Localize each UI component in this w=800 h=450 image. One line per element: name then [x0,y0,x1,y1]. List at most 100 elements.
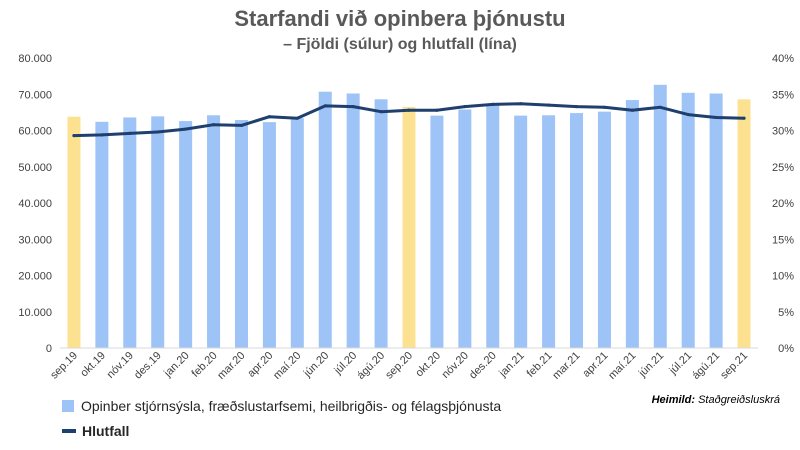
bar [430,115,444,348]
line-point [184,127,188,131]
line-point [686,112,690,117]
bar [625,100,639,348]
x-tick-label: ágú.21 [690,350,722,382]
bar [681,92,695,348]
line-point [128,131,132,135]
y-right-tick-label: 0% [778,343,794,355]
bar [653,84,667,348]
source-text: Staðgreiðsluskrá [698,394,780,406]
x-tick-label: apr.21 [580,350,610,380]
bar [570,113,584,348]
bar [67,116,81,348]
y-left-tick-label: 50.000 [18,162,52,174]
x-tick-label: ágú.20 [355,350,387,382]
legend-swatch-line [62,429,76,433]
line-point [407,108,411,112]
x-tick-label: sep.19 [48,350,80,382]
y-right-tick-label: 20% [772,198,794,210]
line-point [463,104,467,109]
bar [179,121,193,348]
x-tick-label: des.19 [132,350,164,382]
bar [95,121,109,348]
bar [207,115,221,349]
y-left-tick-label: 10.000 [18,307,52,319]
y-left-tick-label: 30.000 [18,234,52,246]
legend-item-bars: Opinber stjórnsýsla, fræðslustarfsemi, h… [62,398,501,414]
y-right-tick-label: 5% [778,307,794,319]
x-tick-label: jún.21 [636,350,666,380]
bar [514,115,528,348]
line-point [239,123,244,128]
line-point [100,133,104,137]
x-tick-label: jún.20 [301,350,331,380]
x-tick-label: des.20 [467,350,499,382]
line-point [323,104,327,108]
y-right-tick-label: 15% [772,234,794,246]
x-tick-label: mar.21 [550,350,582,382]
y-right-tick-label: 10% [772,271,794,283]
line-point [379,110,383,114]
bar [486,105,500,348]
legend-label-bars: Opinber stjórnsýsla, fræðslustarfsemi, h… [81,398,502,414]
x-tick-label: jan.21 [496,350,526,380]
line-point [267,115,271,119]
legend-swatch-bar [62,400,74,412]
line-point [491,102,495,106]
x-tick-label: sep.21 [718,350,750,382]
line-point [602,105,607,109]
x-tick-label: feb.20 [190,350,220,380]
x-tick-label: nóv.19 [105,350,136,381]
bar [346,93,360,349]
line-point [156,130,160,134]
line-point [742,116,746,120]
x-tick-label: okt.20 [413,350,443,380]
bar [597,111,611,349]
y-left-tick-label: 20.000 [18,271,52,283]
x-tick-label: okt.19 [78,350,108,380]
x-tick-label: jan.20 [161,350,191,380]
line-point [519,102,523,106]
source-note: Heimild: Staðgreiðsluskrá [652,394,780,406]
x-tick-label: maí.20 [271,350,303,382]
bar [234,119,248,348]
y-left-tick-label: 80.000 [18,53,52,65]
source-label: Heimild: [651,394,695,406]
y-left-tick-label: 60.000 [18,126,52,138]
bar [709,93,723,349]
bar [402,106,416,348]
legend-label-line: Hlutfall [82,423,130,439]
line-point [630,108,634,112]
y-right-tick-label: 25% [772,162,794,174]
chart-subtitle: – Fjöldi (súlur) og hlutfall (lína) [283,36,517,53]
x-tick-label: apr.20 [245,350,275,380]
line-point [211,123,216,127]
legend-item-line: Hlutfall [62,423,129,439]
x-tick-label: maí.21 [606,350,638,382]
line-point [574,104,579,109]
x-tick-label: sep.20 [383,350,415,382]
y-left-tick-label: 70.000 [18,89,52,101]
bar [262,122,276,348]
y-left-tick-label: 0 [46,343,52,355]
y-left-tick-label: 40.000 [18,198,52,210]
y-right-tick-label: 35% [772,89,794,101]
bar [151,116,165,348]
x-tick-label: mar.20 [215,350,247,382]
x-tick-label: nóv.20 [440,350,471,381]
y-right-tick-label: 30% [772,126,794,138]
line-point [72,133,76,138]
y-right-tick-label: 40% [772,53,794,65]
bar [290,118,304,348]
line-point [658,105,662,109]
bar [123,117,137,348]
bar [542,115,556,349]
line-point [714,115,718,120]
x-tick-label: feb.21 [525,350,555,380]
line-point [351,104,355,109]
bar [318,91,332,349]
bar [374,99,388,348]
line-point [547,103,551,107]
bar [737,99,751,348]
bar [458,109,472,348]
